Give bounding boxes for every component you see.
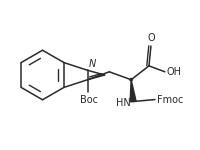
Text: Fmoc: Fmoc <box>157 94 183 105</box>
Text: Boc: Boc <box>80 95 98 105</box>
Text: O: O <box>147 33 155 43</box>
Polygon shape <box>130 80 136 102</box>
Polygon shape <box>130 78 133 81</box>
Text: N: N <box>89 59 96 69</box>
Text: OH: OH <box>167 67 182 77</box>
Text: HN: HN <box>116 98 131 108</box>
